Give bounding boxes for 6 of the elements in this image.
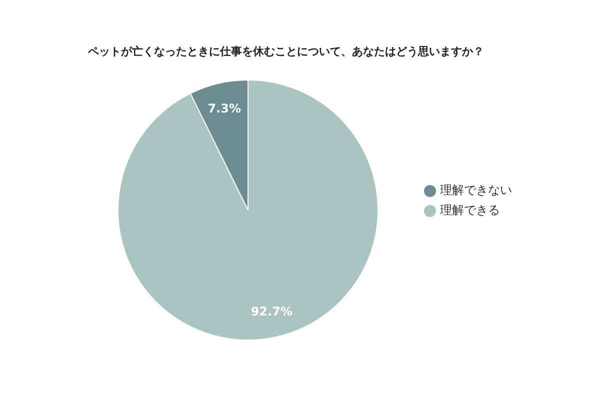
legend-label: 理解できない	[440, 183, 512, 197]
legend-label: 理解できる	[440, 203, 500, 217]
data-label: 92.7%	[250, 304, 292, 318]
pie-slice	[118, 80, 378, 340]
data-label: 7.3%	[208, 102, 241, 116]
chart-title: ペットが亡くなったときに仕事を休むことについて、あなたはどう思いますか？	[88, 44, 484, 59]
